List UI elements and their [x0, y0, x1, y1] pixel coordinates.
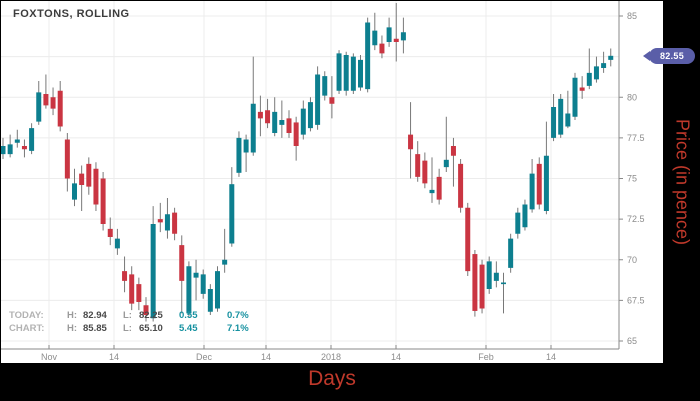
chart-title: FOXTONS, ROLLING [13, 8, 130, 20]
legend-today-label: TODAY: [9, 310, 44, 321]
y-axis-title: Price (in pence) [672, 118, 693, 246]
legend-chart-change: 5.45 [179, 323, 198, 334]
svg-text:85: 85 [627, 11, 637, 21]
svg-text:80: 80 [627, 92, 637, 102]
last-price-badge: 82.55 [643, 48, 695, 64]
legend-chart-high-value: 85.85 [83, 323, 107, 334]
legend-row-chart: CHART: H: 85.85 L: 65.10 5.45 7.1% [9, 323, 282, 335]
legend-chart-label: CHART: [9, 323, 45, 334]
x-axis-title: Days [308, 367, 356, 390]
svg-text:2018: 2018 [321, 352, 341, 362]
svg-text:75: 75 [627, 174, 637, 184]
svg-text:14: 14 [109, 352, 119, 362]
svg-text:Dec: Dec [196, 352, 213, 362]
svg-text:Nov: Nov [41, 352, 58, 362]
bottom-axis-panel [1, 363, 699, 400]
legend-chart-change-pct: 7.1% [227, 323, 249, 334]
svg-text:14: 14 [546, 352, 556, 362]
svg-text:70: 70 [627, 255, 637, 265]
svg-text:77.5: 77.5 [627, 133, 645, 143]
svg-text:72.5: 72.5 [627, 214, 645, 224]
legend-today-high-value: 82.94 [83, 310, 107, 321]
svg-text:65: 65 [627, 336, 637, 346]
svg-text:Feb: Feb [478, 352, 494, 362]
legend-row-today: TODAY: H: 82.94 L: 82.25 0.55 0.7% [9, 310, 282, 322]
legend-today-change: 0.55 [179, 310, 198, 321]
svg-text:14: 14 [391, 352, 401, 362]
legend-today-low-value: 82.25 [139, 310, 163, 321]
right-axis-panel [663, 1, 699, 400]
legend-chart-low-value: 65.10 [139, 323, 163, 334]
legend-chart-low-prefix: L: [123, 323, 132, 334]
legend-chart-high-prefix: H: [67, 323, 78, 334]
legend-today-change-pct: 0.7% [227, 310, 249, 321]
svg-text:14: 14 [261, 352, 271, 362]
candlestick-chart-canvas[interactable]: Nov 14 Dec 14 2018 14 Feb 14 85 80 77.5 75 72.5 70 67.… [1, 1, 663, 363]
legend-today-low-prefix: L: [123, 310, 132, 321]
svg-text:67.5: 67.5 [627, 295, 645, 305]
legend-today-high-prefix: H: [67, 310, 78, 321]
